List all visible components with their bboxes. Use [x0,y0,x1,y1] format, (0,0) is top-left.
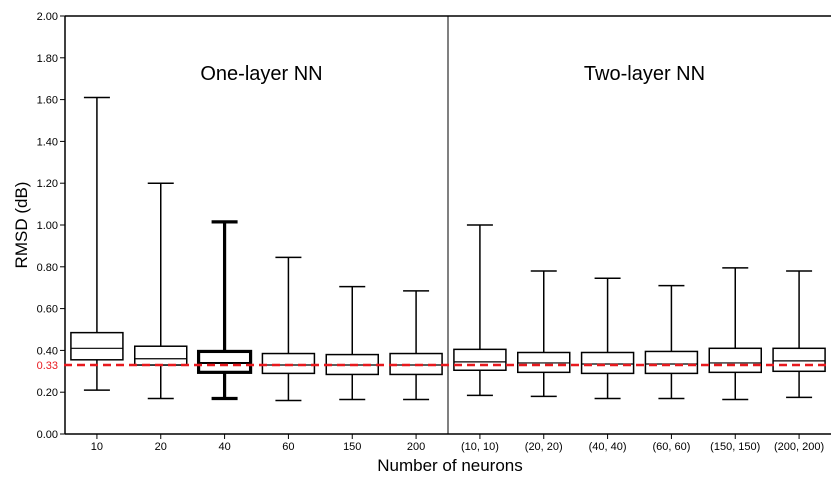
y-tick-label: 2.00 [37,11,58,23]
y-tick-label: 0.80 [37,262,58,274]
iqr-box [708,347,762,374]
y-tick-label: 1.80 [37,53,58,65]
x-tick-label: 40 [218,441,230,453]
x-tick-label: 60 [282,441,294,453]
box-10 [708,267,762,401]
x-tick-label: 20 [155,441,167,453]
y-axis-label: RMSD (dB) [12,182,31,269]
x-tick-label: (200, 200) [774,441,824,453]
iqr-box [70,331,124,361]
x-tick-label: (10, 10) [461,441,499,453]
reference-line-label: 0.33 [37,360,58,372]
box-2 [196,220,253,401]
y-tick-label: 1.00 [37,220,58,232]
x-tick-label: (20, 20) [525,441,563,453]
x-axis-label: Number of neurons [377,456,523,473]
box-0 [70,96,124,391]
x-tick-label: 10 [91,441,103,453]
box-8 [580,277,635,400]
box-11 [772,270,826,399]
group-label-two-layer: Two-layer NN [584,63,705,85]
iqr-box [261,352,316,375]
x-tick-label: (40, 40) [589,441,627,453]
iqr-box [134,345,188,366]
box-5 [389,290,443,401]
box-1 [134,182,188,400]
y-tick-label: 0.40 [37,345,58,357]
iqr-box [196,349,253,374]
box-7 [517,270,571,398]
y-tick-label: 1.40 [37,136,58,148]
group-label-one-layer: One-layer NN [200,63,322,85]
box-6 [453,224,507,397]
box-3 [261,256,316,402]
y-tick-label: 0.00 [37,429,58,441]
iqr-box [772,347,826,373]
x-tick-label: (150, 150) [710,441,760,453]
y-tick-label: 0.20 [37,387,58,399]
x-tick-label: (60, 60) [652,441,690,453]
x-tick-label: 150 [343,441,361,453]
iqr-box [580,351,635,375]
y-tick-label: 0.60 [37,304,58,316]
y-tick-label: 1.20 [37,178,58,190]
iqr-box [453,348,507,372]
iqr-box [644,350,699,375]
box-4 [325,285,379,401]
box-9 [644,284,699,400]
y-tick-label: 1.60 [37,95,58,107]
x-tick-label: 200 [407,441,425,453]
